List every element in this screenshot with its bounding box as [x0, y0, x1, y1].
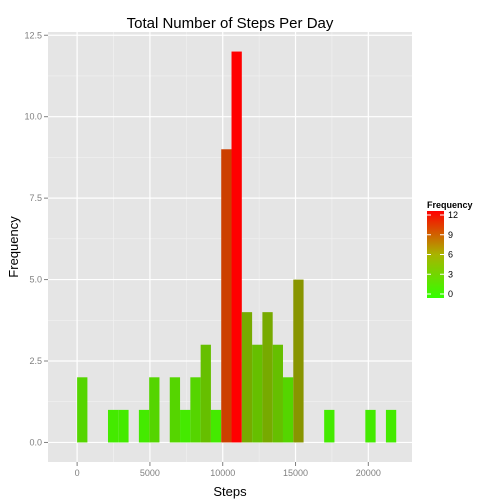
- histogram-bar: [118, 409, 129, 443]
- x-axis: 0 5000 10000 15000 20000: [75, 462, 381, 478]
- legend-colorbar: [427, 211, 444, 298]
- histogram-bar: [221, 149, 232, 443]
- histogram-bar: [107, 409, 119, 443]
- y-tick-label: 7.5: [29, 193, 42, 203]
- histogram-bar: [231, 51, 242, 443]
- histogram-bar: [252, 344, 263, 443]
- legend-tick-label: 6: [448, 250, 453, 260]
- y-axis-label: Frequency: [6, 216, 21, 278]
- legend-title: Frequency: [427, 200, 473, 210]
- y-axis: 0.0 2.5 5.0 7.5 10.0 12.5: [24, 30, 48, 447]
- x-tick-label: 0: [75, 468, 80, 478]
- chart-title: Total Number of Steps Per Day: [127, 15, 334, 32]
- histogram-bar: [190, 377, 201, 443]
- histogram-bar: [282, 377, 294, 443]
- bars: [77, 51, 397, 443]
- histogram-bar: [77, 377, 88, 443]
- histogram-bar: [365, 409, 376, 443]
- histogram-bar: [324, 409, 335, 443]
- histogram-bar: [169, 377, 181, 443]
- histogram-bar: [138, 409, 150, 443]
- y-tick-label: 12.5: [24, 30, 42, 40]
- y-tick-label: 10.0: [24, 112, 42, 122]
- x-tick-label: 5000: [140, 468, 160, 478]
- histogram-bar: [241, 312, 253, 443]
- histogram-bar: [180, 409, 191, 443]
- histogram-bar: [272, 344, 283, 443]
- x-tick-label: 15000: [283, 468, 308, 478]
- y-tick-label: 0.0: [29, 437, 42, 447]
- x-tick-label: 20000: [356, 468, 381, 478]
- histogram-bar: [262, 312, 273, 443]
- legend-tick-label: 3: [448, 269, 453, 279]
- legend-tick-label: 0: [448, 289, 453, 299]
- y-tick-label: 2.5: [29, 356, 42, 366]
- x-axis-label: Steps: [213, 484, 247, 499]
- legend-tick-label: 9: [448, 230, 453, 240]
- histogram-bar: [210, 409, 222, 443]
- histogram-bar: [385, 409, 397, 443]
- legend-tick-label: 12: [448, 210, 458, 220]
- legend: Frequency 12 9 6 3 0: [427, 200, 473, 299]
- histogram-bar: [200, 344, 211, 443]
- legend-ticks: 12 9 6 3 0: [427, 210, 458, 299]
- histogram-bar: [293, 279, 304, 443]
- x-tick-label: 10000: [210, 468, 235, 478]
- y-tick-label: 5.0: [29, 275, 42, 285]
- histogram-bar: [149, 377, 160, 443]
